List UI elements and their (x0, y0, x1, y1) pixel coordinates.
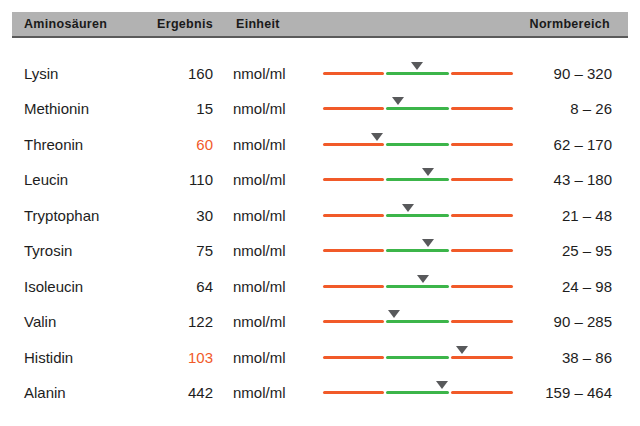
unit-label: nmol/ml (233, 277, 286, 294)
result-value: 160 (130, 64, 213, 81)
substance-name: Histidin (24, 348, 73, 365)
range-bar (323, 275, 513, 288)
norm-range-text: 90 – 320 (500, 64, 612, 81)
table-row: Leucin 110 nmol/ml 43 – 180 (0, 162, 640, 198)
column-header-result: Ergebnis (130, 12, 213, 36)
norm-range-text: 38 – 86 (500, 348, 612, 365)
substance-name: Alanin (24, 384, 66, 401)
normal-range-segment (386, 178, 449, 181)
below-range-segment (323, 143, 384, 146)
lab-report: Aminosäuren Ergebnis Einheit Normbereich… (0, 0, 640, 426)
result-value: 122 (130, 313, 213, 330)
below-range-segment (323, 214, 384, 217)
range-bar (323, 381, 513, 394)
table-header: Aminosäuren Ergebnis Einheit Normbereich (12, 12, 628, 38)
table-row: Valin 122 nmol/ml 90 – 285 (0, 304, 640, 340)
normal-range-segment (386, 356, 449, 359)
substance-name: Leucin (24, 171, 68, 188)
unit-label: nmol/ml (233, 348, 286, 365)
range-marker (402, 204, 414, 212)
unit-label: nmol/ml (233, 64, 286, 81)
table-row: Histidin 103 nmol/ml 38 – 86 (0, 339, 640, 375)
result-value: 15 (130, 100, 213, 117)
norm-range-text: 24 – 98 (500, 277, 612, 294)
range-bar (323, 97, 513, 110)
norm-range-text: 90 – 285 (500, 313, 612, 330)
result-value: 75 (130, 242, 213, 259)
substance-name: Methionin (24, 100, 89, 117)
unit-label: nmol/ml (233, 206, 286, 223)
normal-range-segment (386, 107, 449, 110)
table-row: Lysin 160 nmol/ml 90 – 320 (0, 55, 640, 91)
table-row: Tyrosin 75 nmol/ml 25 – 95 (0, 233, 640, 269)
range-bar (323, 168, 513, 181)
unit-label: nmol/ml (233, 313, 286, 330)
result-value: 110 (130, 171, 213, 188)
result-value: 442 (130, 384, 213, 401)
range-marker (392, 97, 404, 105)
norm-range-text: 8 – 26 (500, 100, 612, 117)
normal-range-segment (386, 214, 449, 217)
unit-label: nmol/ml (233, 384, 286, 401)
substance-name: Tyrosin (24, 242, 72, 259)
result-value: 60 (130, 135, 213, 152)
range-marker (422, 168, 434, 176)
norm-range-text: 159 – 464 (500, 384, 612, 401)
substance-name: Lysin (24, 64, 58, 81)
below-range-segment (323, 72, 384, 75)
table-row: Tryptophan 30 nmol/ml 21 – 48 (0, 197, 640, 233)
range-bar (323, 204, 513, 217)
unit-label: nmol/ml (233, 135, 286, 152)
range-bar (323, 133, 513, 146)
column-header-unit: Einheit (236, 12, 280, 36)
range-bar (323, 62, 513, 75)
result-value: 103 (130, 348, 213, 365)
below-range-segment (323, 285, 384, 288)
table-row: Methionin 15 nmol/ml 8 – 26 (0, 91, 640, 127)
substance-name: Threonin (24, 135, 83, 152)
normal-range-segment (386, 391, 449, 394)
table-row: Threonin 60 nmol/ml 62 – 170 (0, 126, 640, 162)
below-range-segment (323, 356, 384, 359)
table-row: Alanin 442 nmol/ml 159 – 464 (0, 375, 640, 411)
norm-range-text: 25 – 95 (500, 242, 612, 259)
normal-range-segment (386, 143, 449, 146)
column-header-substance: Aminosäuren (24, 12, 107, 36)
range-bar (323, 346, 513, 359)
range-marker (388, 310, 400, 318)
below-range-segment (323, 107, 384, 110)
below-range-segment (323, 178, 384, 181)
normal-range-segment (386, 320, 449, 323)
substance-name: Tryptophan (24, 206, 99, 223)
column-header-range: Normbereich (500, 12, 610, 36)
unit-label: nmol/ml (233, 100, 286, 117)
below-range-segment (323, 320, 384, 323)
range-marker (371, 133, 383, 141)
norm-range-text: 43 – 180 (500, 171, 612, 188)
unit-label: nmol/ml (233, 171, 286, 188)
norm-range-text: 62 – 170 (500, 135, 612, 152)
range-bar (323, 310, 513, 323)
table-row: Isoleucin 64 nmol/ml 24 – 98 (0, 268, 640, 304)
range-marker (411, 62, 423, 70)
below-range-segment (323, 391, 384, 394)
range-bar (323, 239, 513, 252)
substance-name: Isoleucin (24, 277, 83, 294)
range-marker (417, 275, 429, 283)
below-range-segment (323, 249, 384, 252)
normal-range-segment (386, 72, 449, 75)
normal-range-segment (386, 249, 449, 252)
norm-range-text: 21 – 48 (500, 206, 612, 223)
result-value: 64 (130, 277, 213, 294)
substance-name: Valin (24, 313, 56, 330)
range-marker (436, 381, 448, 389)
unit-label: nmol/ml (233, 242, 286, 259)
range-marker (456, 346, 468, 354)
normal-range-segment (386, 285, 449, 288)
range-marker (422, 239, 434, 247)
result-value: 30 (130, 206, 213, 223)
results-table-body: Lysin 160 nmol/ml 90 – 320 Methionin 15 … (0, 55, 640, 410)
